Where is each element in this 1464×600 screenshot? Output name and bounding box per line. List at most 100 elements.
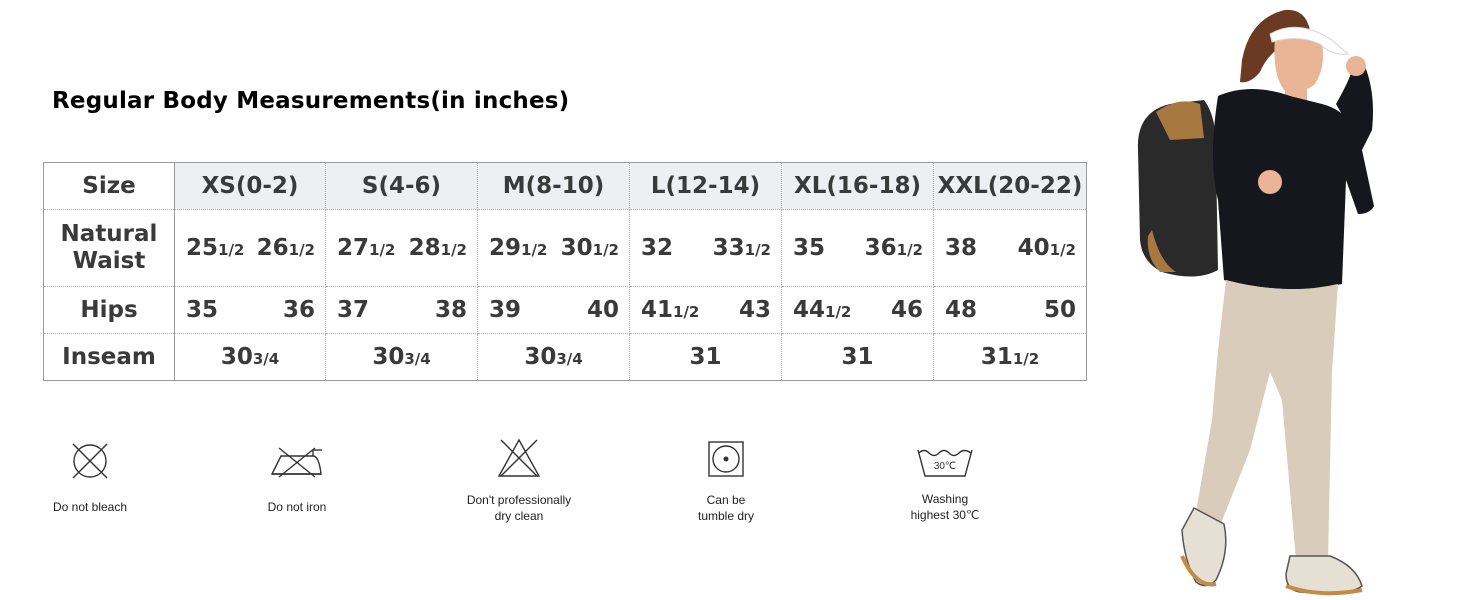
measure-value: 361/2 <box>865 235 923 261</box>
measure-fraction: 1/2 <box>1012 350 1040 368</box>
measure-value: 48 <box>945 297 977 323</box>
care-item-wash-30: 30℃ Washing highest 30℃ <box>895 444 995 523</box>
measure-fraction: 3/4 <box>404 350 431 368</box>
measure-fraction: 1/2 <box>673 303 700 321</box>
measure-whole: 39 <box>489 297 522 323</box>
size-header: S(4-6) <box>325 162 478 210</box>
measure-fraction: 1/2 <box>521 241 548 259</box>
header-row: Size XS(0-2) S(4-6) M(8-10) L(12-14) XL(… <box>43 162 1087 210</box>
size-chart-table: Size XS(0-2) S(4-6) M(8-10) L(12-14) XL(… <box>43 162 1087 381</box>
measure-whole: 40 <box>1017 235 1050 261</box>
measure-value: 331/2 <box>713 235 771 261</box>
measure-whole: 26 <box>256 235 289 261</box>
inseam-row-label: Inseam <box>43 333 175 381</box>
inseam-cell: 31 <box>629 333 782 381</box>
measure-whole: 41 <box>641 297 674 323</box>
care-item-no-bleach: Do not bleach <box>40 440 140 515</box>
measure-whole: 31 <box>841 344 874 370</box>
measure-value: 36 <box>283 297 315 323</box>
care-label: Do not bleach <box>52 500 128 514</box>
measure-value: 46 <box>891 297 923 323</box>
measure-whole: 35 <box>793 235 826 261</box>
measure-value: 35 <box>793 235 825 261</box>
care-label: Do not iron <box>267 500 327 514</box>
measure-value: 303/4 <box>524 344 582 370</box>
waist-cell: 251/2 261/2 <box>174 209 326 287</box>
measure-whole: 25 <box>186 235 219 261</box>
measure-value: 303/4 <box>221 344 279 370</box>
hips-cell: 39 40 <box>477 286 630 334</box>
size-header: XXL(20-22) <box>933 162 1087 210</box>
measure-value: 32 <box>641 235 673 261</box>
measure-value: 38 <box>945 235 977 261</box>
hips-cell: 411/2 43 <box>629 286 782 334</box>
inseam-cell: 31 <box>781 333 934 381</box>
measure-whole: 50 <box>1043 297 1076 323</box>
measure-value: 271/2 <box>337 235 395 261</box>
measure-value: 441/2 <box>793 297 851 323</box>
care-label: Don't professionally dry clean <box>466 493 572 523</box>
tumble-dry-icon <box>708 441 744 477</box>
measure-whole: 46 <box>890 297 923 323</box>
measure-value: 31 <box>689 344 721 370</box>
measure-value: 38 <box>435 297 467 323</box>
hips-cell: 48 50 <box>933 286 1087 334</box>
measure-value: 261/2 <box>257 235 315 261</box>
do-not-bleach-icon <box>72 443 108 479</box>
wash-30-icon: 30℃ <box>917 449 973 477</box>
measure-whole: 38 <box>434 297 467 323</box>
measure-whole: 27 <box>337 235 370 261</box>
measure-fraction: 3/4 <box>556 350 583 368</box>
waist-cell: 38 401/2 <box>933 209 1087 287</box>
inseam-cell: 303/4 <box>477 333 630 381</box>
page-title: Regular Body Measurements(in inches) <box>52 88 570 114</box>
hips-cell: 35 36 <box>174 286 326 334</box>
do-not-iron-icon <box>270 447 322 478</box>
size-header: XS(0-2) <box>174 162 326 210</box>
measure-whole: 29 <box>489 235 522 261</box>
inseam-cell: 311/2 <box>933 333 1087 381</box>
measure-fraction: 1/2 <box>1049 241 1076 259</box>
measure-whole: 38 <box>945 235 978 261</box>
measure-whole: 30 <box>560 235 593 261</box>
inseam-cell: 303/4 <box>174 333 326 381</box>
measure-whole: 44 <box>793 297 826 323</box>
measure-fraction: 1/2 <box>825 303 852 321</box>
measure-value: 401/2 <box>1018 235 1076 261</box>
measure-value: 291/2 <box>489 235 547 261</box>
model-photo <box>1137 9 1374 596</box>
care-item-no-iron: Do not iron <box>247 446 347 515</box>
size-corner-header: Size <box>43 162 175 210</box>
waist-cell: 35 361/2 <box>781 209 934 287</box>
measure-whole: 30 <box>372 344 405 370</box>
measure-whole: 35 <box>186 297 219 323</box>
care-item-tumble-dry: Can be tumble dry <box>676 440 776 524</box>
hips-row-label: Hips <box>43 286 175 334</box>
measure-whole: 43 <box>738 297 771 323</box>
measure-whole: 31 <box>689 344 722 370</box>
measure-whole: 30 <box>220 344 253 370</box>
waist-cell: 291/2 301/2 <box>477 209 630 287</box>
measure-fraction: 1/2 <box>592 241 619 259</box>
measure-value: 281/2 <box>409 235 467 261</box>
inseam-row: Inseam 303/4 303/4 303/4 31 31 311/2 <box>43 333 1087 381</box>
measure-fraction: 1/2 <box>218 241 245 259</box>
measure-whole: 36 <box>864 235 897 261</box>
measure-whole: 28 <box>408 235 441 261</box>
hips-row: Hips 35 36 37 38 39 40 411/2 43 441/2 46 48 50 <box>43 286 1087 334</box>
care-item-no-dry-clean: Don't professionally dry clean <box>454 436 584 524</box>
measure-fraction: 1/2 <box>288 241 315 259</box>
measure-value: 43 <box>739 297 771 323</box>
measure-fraction: 1/2 <box>440 241 467 259</box>
size-header: M(8-10) <box>477 162 630 210</box>
measure-value: 35 <box>186 297 218 323</box>
measure-whole: 32 <box>641 235 674 261</box>
measure-whole: 30 <box>524 344 557 370</box>
care-label: Can be tumble dry <box>697 493 755 523</box>
measure-fraction: 1/2 <box>896 241 923 259</box>
measure-value: 31 <box>841 344 873 370</box>
measure-value: 50 <box>1044 297 1076 323</box>
wash-temp-label: 30℃ <box>934 461 956 472</box>
inseam-cell: 303/4 <box>325 333 478 381</box>
measure-whole: 37 <box>337 297 370 323</box>
